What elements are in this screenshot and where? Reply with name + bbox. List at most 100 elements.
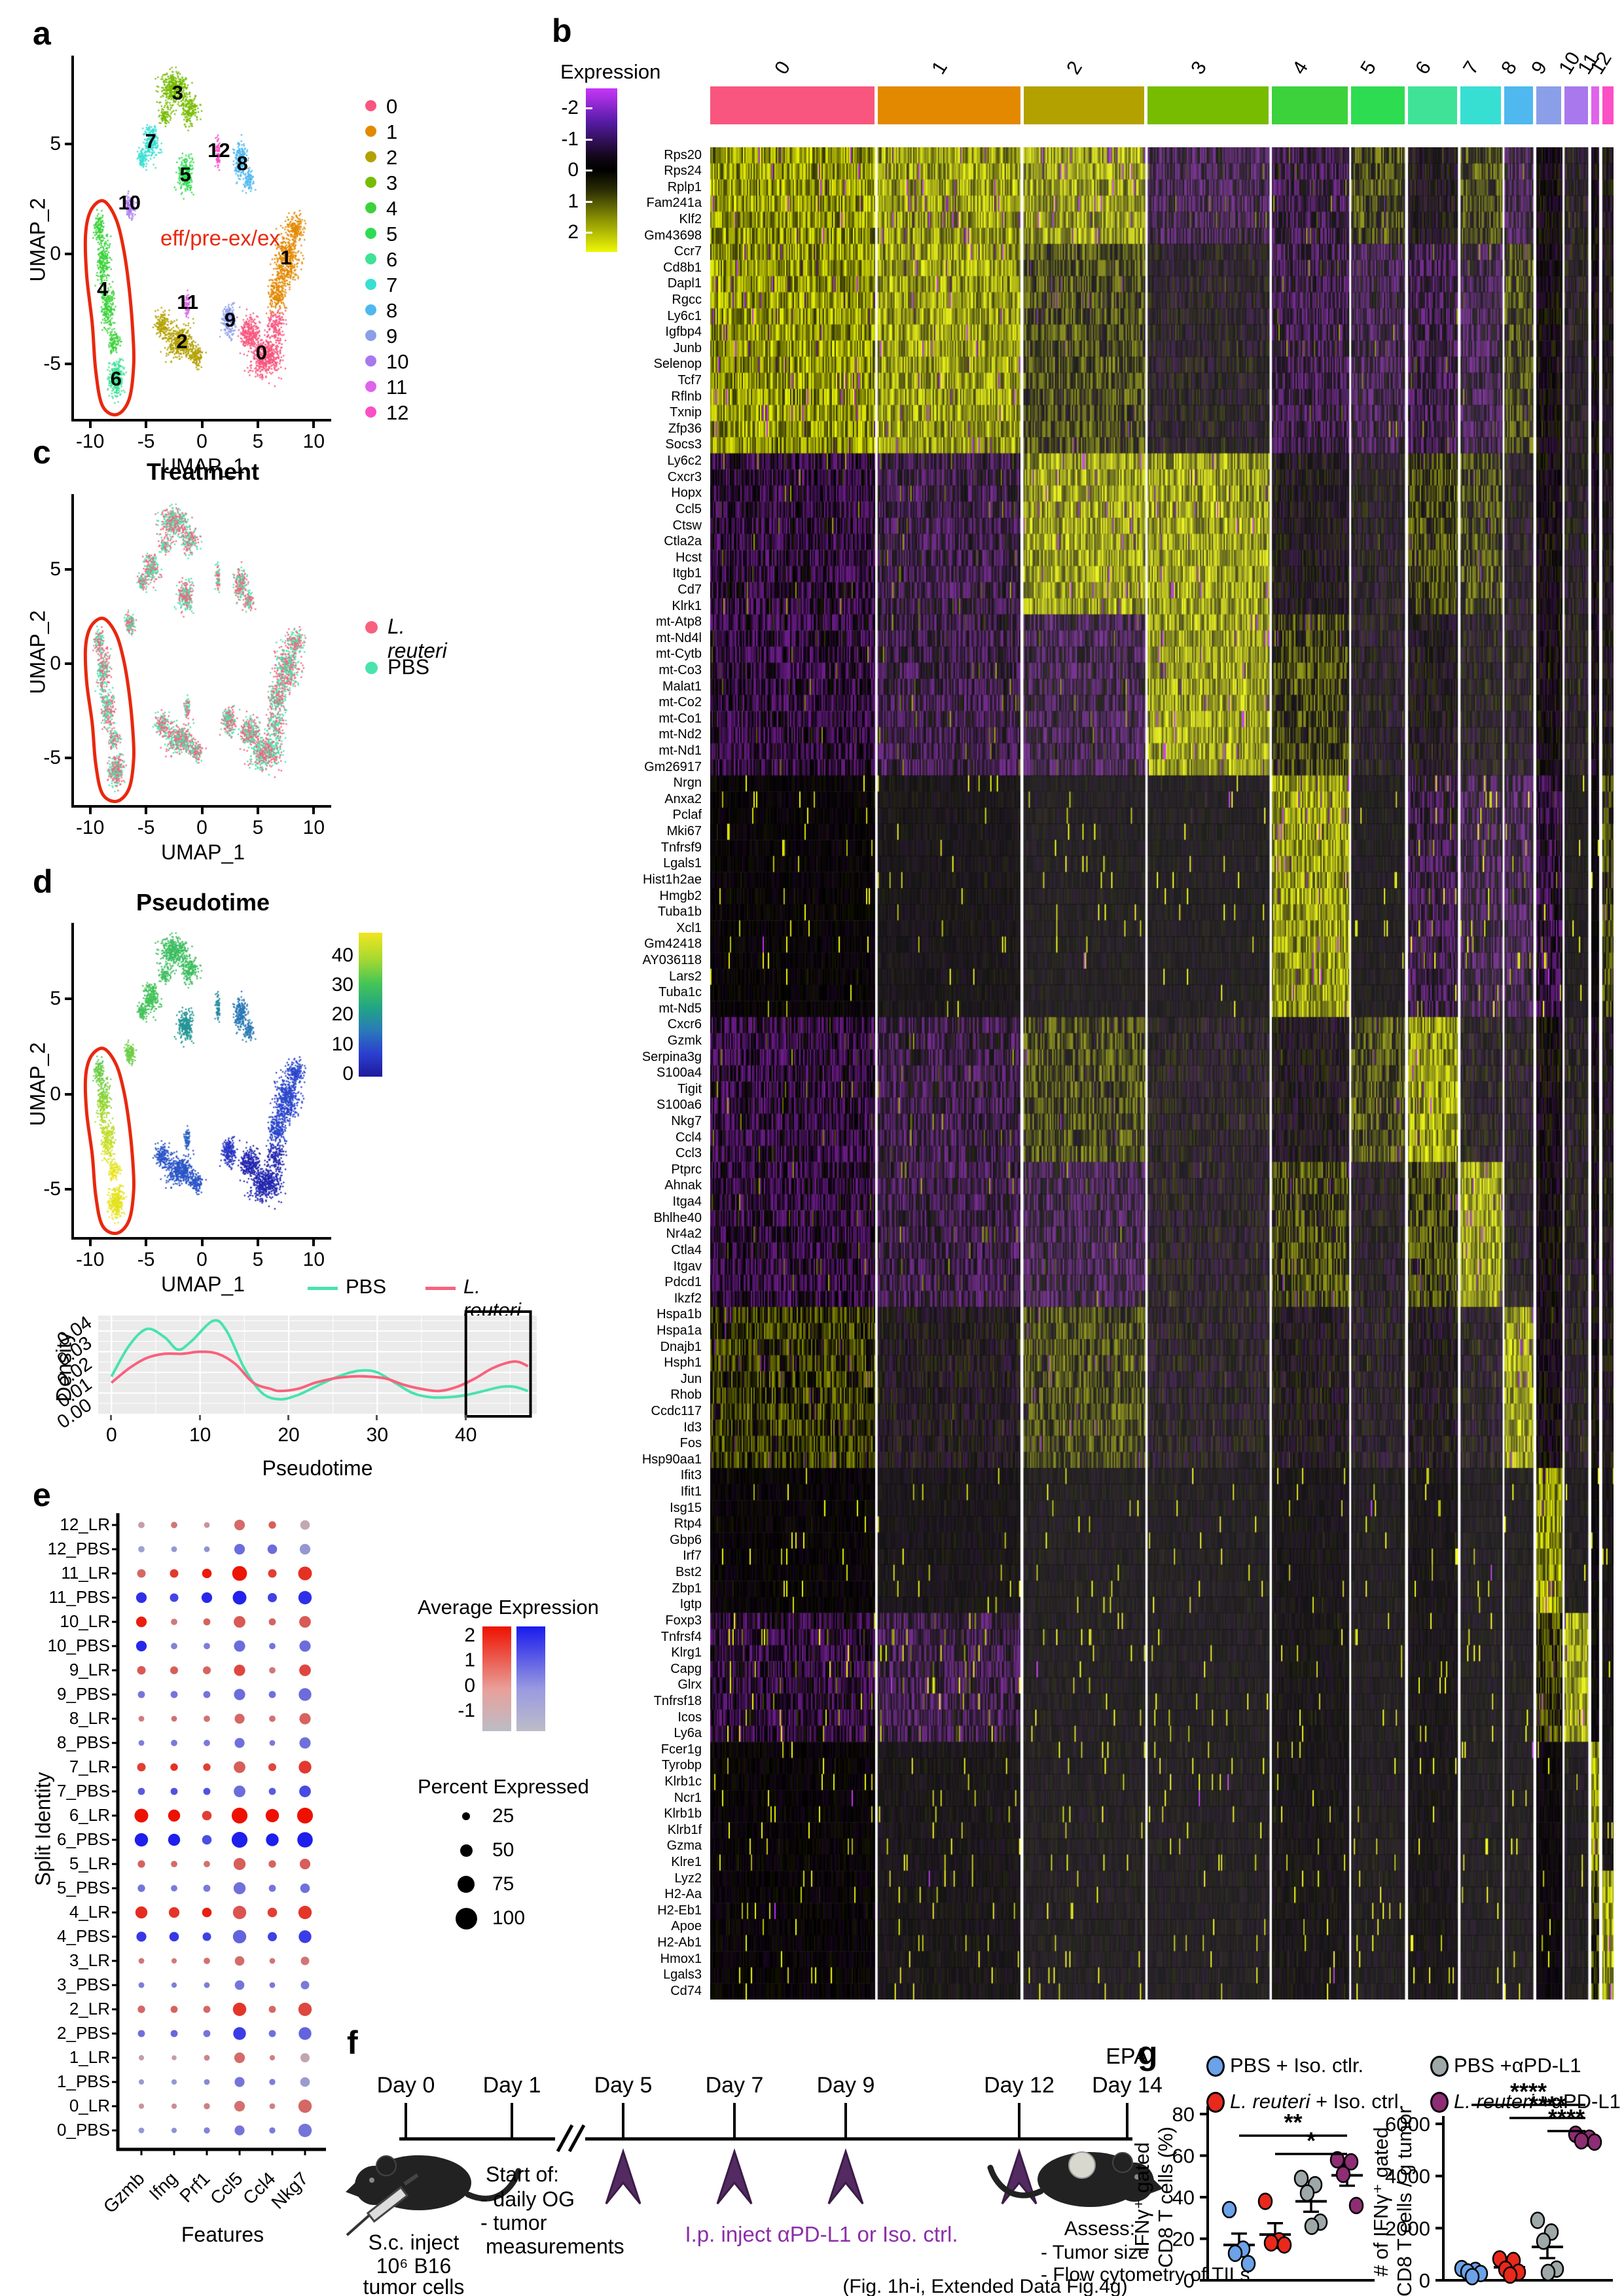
x-tick-label: -5: [137, 1249, 155, 1270]
gene-label: Ahnak: [664, 1178, 702, 1193]
cluster-legend-dot: [365, 304, 376, 315]
gene-label: Capg: [670, 1661, 702, 1676]
cluster-legend-label: 4: [386, 197, 398, 220]
data-point: [1299, 2184, 1315, 2202]
gene-label: Klrb1c: [664, 1774, 702, 1789]
gene-label: Itga4: [672, 1194, 702, 1210]
gene-label: Tnfrsf9: [660, 840, 702, 855]
g-legend-dot: [1206, 2056, 1225, 2077]
gene-label: mt-Nd5: [659, 1001, 702, 1016]
gene-label: mt-Cytb: [656, 647, 702, 662]
x-tick-label: 10: [302, 431, 325, 452]
g-legend-dot: [1206, 2092, 1225, 2113]
cluster-legend-dot: [365, 330, 376, 341]
cluster-legend-dot: [365, 202, 376, 213]
assess-caption: Assess:: [1064, 2217, 1136, 2240]
gene-label: Igfbp4: [665, 325, 702, 340]
gene-label: AY036118: [642, 952, 702, 967]
y-tick: [65, 568, 71, 571]
gene-label: Pdcd1: [664, 1275, 702, 1290]
density-x-tick-label: 0: [105, 1424, 117, 1446]
cluster-number-label: 6: [110, 367, 122, 391]
x-tick-label: -10: [75, 431, 105, 452]
x-tick-label: -10: [75, 1249, 105, 1270]
gene-label: Hspa1a: [657, 1323, 702, 1338]
umap-c-xlabel: UMAP_1: [160, 840, 245, 864]
gene-label: Bst2: [675, 1565, 702, 1580]
gene-label: H2-Ab1: [657, 1935, 702, 1950]
x-axis: [71, 1237, 331, 1240]
cluster-legend-label: 12: [386, 401, 409, 424]
percent-dot: [458, 1876, 475, 1893]
gene-label: Gm26917: [644, 759, 702, 774]
x-tick: [200, 1240, 204, 1246]
density-x-tick: [198, 1415, 201, 1420]
gene-label: Id3: [683, 1420, 702, 1435]
y-axis: [71, 56, 74, 419]
gene-label: Ccl4: [675, 1130, 702, 1145]
panel-letter-g: g: [1138, 2035, 1158, 2072]
gene-label: Cd74: [670, 1983, 702, 1998]
dotplot-row-label: 8_PBS: [57, 1732, 110, 1752]
y-tick: [65, 362, 71, 365]
split-dotplot: [112, 1513, 326, 2155]
dotplot-row-label: 3_LR: [69, 1950, 110, 1970]
cluster-legend-dot: [365, 126, 376, 137]
umap-cluster-plot: [73, 56, 331, 419]
cluster-number-label: 5: [179, 162, 191, 186]
gene-label: Hspa1b: [657, 1307, 702, 1322]
sig-stars: *: [1307, 2127, 1316, 2154]
gene-label: Lgals1: [663, 856, 702, 871]
mouse-tail: [465, 2168, 522, 2202]
umap-c-ylabel: UMAP_2: [26, 610, 50, 694]
gene-label: Fam241a: [646, 196, 702, 211]
g-y-tick-label: 6000: [1385, 2113, 1430, 2136]
gene-label: Lars2: [668, 969, 702, 984]
g-y-tick-label: 60: [1172, 2145, 1195, 2168]
gene-label: Ctla2a: [664, 534, 702, 549]
cluster-number-label: 11: [177, 290, 198, 314]
density-legend-label: PBS: [346, 1275, 387, 1298]
gene-label: S100a4: [657, 1066, 702, 1081]
cluster-bar-segment: [877, 86, 1020, 124]
epa-label: EPA: [1106, 2044, 1149, 2069]
x-tick-label: -10: [75, 817, 105, 838]
panel-letter-c: c: [33, 434, 51, 471]
gene-label: Ly6a: [674, 1726, 702, 1741]
gene-label: Irf7: [683, 1549, 702, 1564]
gene-label: Ikzf2: [674, 1291, 702, 1306]
x-tick: [88, 1240, 92, 1246]
gene-label: Nrgn: [673, 776, 702, 791]
eff-pre-ex-annotation: eff/pre-ex/ex: [160, 226, 280, 250]
y-tick-label: 5: [50, 988, 61, 1010]
tumor-icon: [1068, 2151, 1096, 2179]
percent-label: 75: [492, 1873, 514, 1895]
data-point: [1221, 2200, 1237, 2219]
pseudotime-colorbar: [359, 933, 382, 1077]
x-tick: [200, 422, 204, 428]
cluster-bar-segment: [1408, 86, 1458, 124]
gene-label: Lyz2: [674, 1871, 702, 1886]
gene-label: Itgav: [673, 1259, 702, 1274]
assess-caption: - Tumor size: [1041, 2242, 1149, 2263]
dotplot-row-label: 1_LR: [69, 2047, 110, 2067]
cluster-legend-dot: [365, 406, 376, 418]
density-plot: [98, 1310, 537, 1418]
data-point: [1464, 2268, 1480, 2286]
y-tick: [65, 1092, 71, 1096]
gene-label: Rps24: [664, 164, 702, 179]
heatmap-cluster-bar: [710, 86, 1614, 124]
gene-label: Selenop: [653, 357, 702, 372]
cluster-legend-label: 1: [386, 120, 398, 143]
start-of-caption: - daily OG: [480, 2187, 575, 2211]
gene-label: Gzmk: [667, 1033, 702, 1048]
gene-label: Jun: [680, 1371, 702, 1386]
sc-inject-caption: S.c. inject: [369, 2231, 460, 2254]
dotplot-row-label: 5_PBS: [57, 1878, 110, 1897]
density-x-tick-label: 30: [366, 1424, 389, 1446]
gene-label: Klre1: [671, 1855, 702, 1870]
expression-tick-label: 0: [568, 159, 579, 181]
cluster-number-label: 9: [224, 308, 236, 331]
y-axis: [71, 494, 74, 805]
y-tick-label: -5: [43, 747, 61, 769]
